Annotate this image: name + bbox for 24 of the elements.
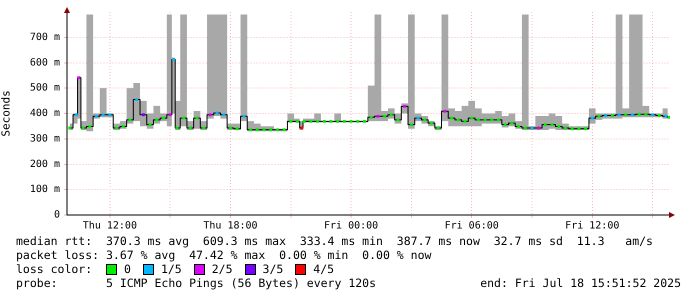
- legend-label: 1/5: [160, 262, 182, 276]
- y-tick-label: 0: [54, 210, 60, 221]
- x-tick-label: Fri 06:00: [444, 220, 499, 232]
- legend-label: 2/5: [212, 262, 233, 276]
- legend-label: 3/5: [262, 262, 284, 276]
- legend-label: 0: [124, 262, 131, 276]
- x-tick-label: Fri 00:00: [324, 220, 378, 232]
- y-tick-label: 100 m: [30, 184, 60, 196]
- y-tick-label: 500 m: [30, 82, 60, 94]
- y-tick-label: 200 m: [30, 158, 60, 170]
- legend-label: 4/5: [313, 262, 334, 276]
- text: median rtt: 370.3 ms avg 609.3 ms max 333.4 ms min 387.7 ms now 32.7 ms sd 11.3 am/s: [16, 234, 654, 248]
- x-tick-label: Fri 12:00: [565, 220, 620, 232]
- y-tick-label: 700 m: [30, 32, 60, 43]
- y-axis-title: Seconds: [0, 90, 12, 137]
- text: end: Fri Jul 18 15:51:52 2025: [480, 276, 681, 290]
- x-tick-label: Thu 18:00: [203, 220, 258, 232]
- y-tick-label: 400 m: [30, 108, 60, 120]
- text: probe: 5 ICMP Echo Pings (56 Bytes) every 120s: [16, 276, 376, 290]
- y-tick-label: 600 m: [30, 57, 60, 68]
- x-tick-label: Thu 12:00: [82, 220, 137, 232]
- y-tick-label: 300 m: [30, 133, 60, 144]
- text: packet loss: 3.67 % avg 47.42 % max 0.00 % min 0.00 % now: [16, 248, 432, 262]
- legend-title: loss color:: [16, 262, 94, 276]
